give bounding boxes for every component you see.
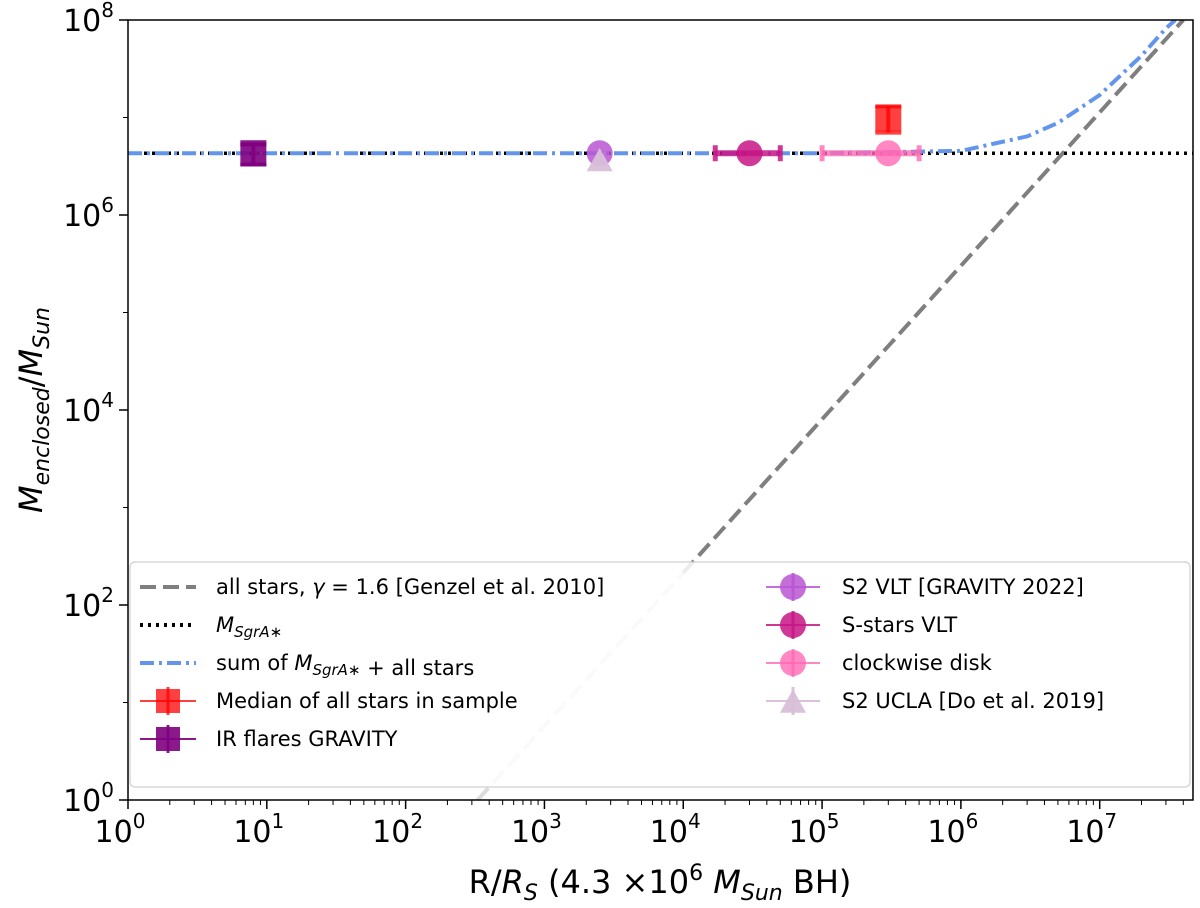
legend-swatch-marker: [780, 612, 806, 638]
line-sum: [128, 20, 1177, 156]
legend-swatch-marker: [780, 689, 806, 713]
y-tick-label: 102: [63, 583, 114, 624]
legend-label: all stars, γ = 1.6 [Genzel et al. 2010]: [216, 575, 604, 599]
legend-swatch-marker: [780, 650, 806, 676]
series-sstars: [712, 140, 783, 167]
series-s2ucla: [586, 147, 613, 172]
x-tick-label: 105: [789, 809, 840, 850]
x-axis-title: R/RS (4.3 ×106 MSun BH): [469, 861, 852, 906]
y-axis-title: Menclosed/MSun: [12, 307, 55, 513]
legend-label: IR flares GRAVITY: [216, 727, 398, 751]
legend-entry-flares: IR flares GRAVITY: [140, 725, 398, 753]
legend-entry-stars: all stars, γ = 1.6 [Genzel et al. 2010]: [140, 575, 604, 599]
point-flares: [240, 140, 267, 167]
plot-area: [128, 20, 1193, 800]
y-tick-label: 100: [63, 778, 114, 819]
line-stars: [681, 20, 1185, 575]
axis-ticks: 100 101 102 103 104 105 106 107 100 102 104 106 108: [63, 0, 1184, 850]
series-flares: [240, 140, 267, 167]
legend-swatch-marker: [156, 727, 180, 751]
x-tick-label: 101: [233, 809, 284, 850]
legend-entry-cwdisk: clockwise disk: [766, 649, 993, 677]
legend-box: [129, 561, 1191, 788]
legend-label: S2 VLT [GRAVITY 2022]: [842, 575, 1084, 599]
legend-swatch-marker: [780, 574, 806, 600]
legend-entry-sum: sum of MSgrA∗ + all stars: [140, 651, 474, 680]
x-tick-label: 106: [927, 809, 978, 850]
y-tick-label: 104: [63, 388, 114, 429]
x-tick-label: 104: [650, 809, 701, 850]
x-tick-label: 102: [372, 809, 423, 850]
legend-entry-bh: MSgrA∗: [140, 613, 282, 641]
point-sstars: [736, 140, 763, 167]
legend-entry-s2vlt: S2 VLT [GRAVITY 2022]: [766, 573, 1084, 601]
legend-label: Median of all stars in sample: [216, 689, 518, 713]
series-cwdisk: [819, 140, 922, 167]
legend-entry-median: Median of all stars in sample: [140, 687, 518, 715]
y-tick-label: 108: [63, 0, 114, 39]
y-tick-label: 106: [63, 193, 114, 234]
legend-swatch-marker: [156, 689, 180, 713]
point-cwdisk: [875, 140, 902, 167]
x-tick-label: 100: [95, 809, 146, 850]
legend-label: S-stars VLT: [842, 613, 957, 637]
legend-entry-sstars: S-stars VLT: [766, 611, 957, 639]
series-median: [875, 104, 902, 135]
x-tick-label: 103: [511, 809, 562, 850]
legend: all stars, γ = 1.6 [Genzel et al. 2010] M…: [129, 561, 1191, 788]
point-s2ucla: [586, 147, 613, 172]
x-tick-label: 107: [1066, 809, 1117, 850]
point-median: [875, 105, 902, 132]
legend-label: S2 UCLA [Do et al. 2019]: [842, 689, 1104, 713]
legend-label: sum of MSgrA∗ + all stars: [216, 651, 474, 680]
legend-label: MSgrA∗: [216, 613, 282, 641]
legend-label: clockwise disk: [842, 651, 993, 675]
legend-entry-s2ucla: S2 UCLA [Do et al. 2019]: [766, 687, 1104, 715]
